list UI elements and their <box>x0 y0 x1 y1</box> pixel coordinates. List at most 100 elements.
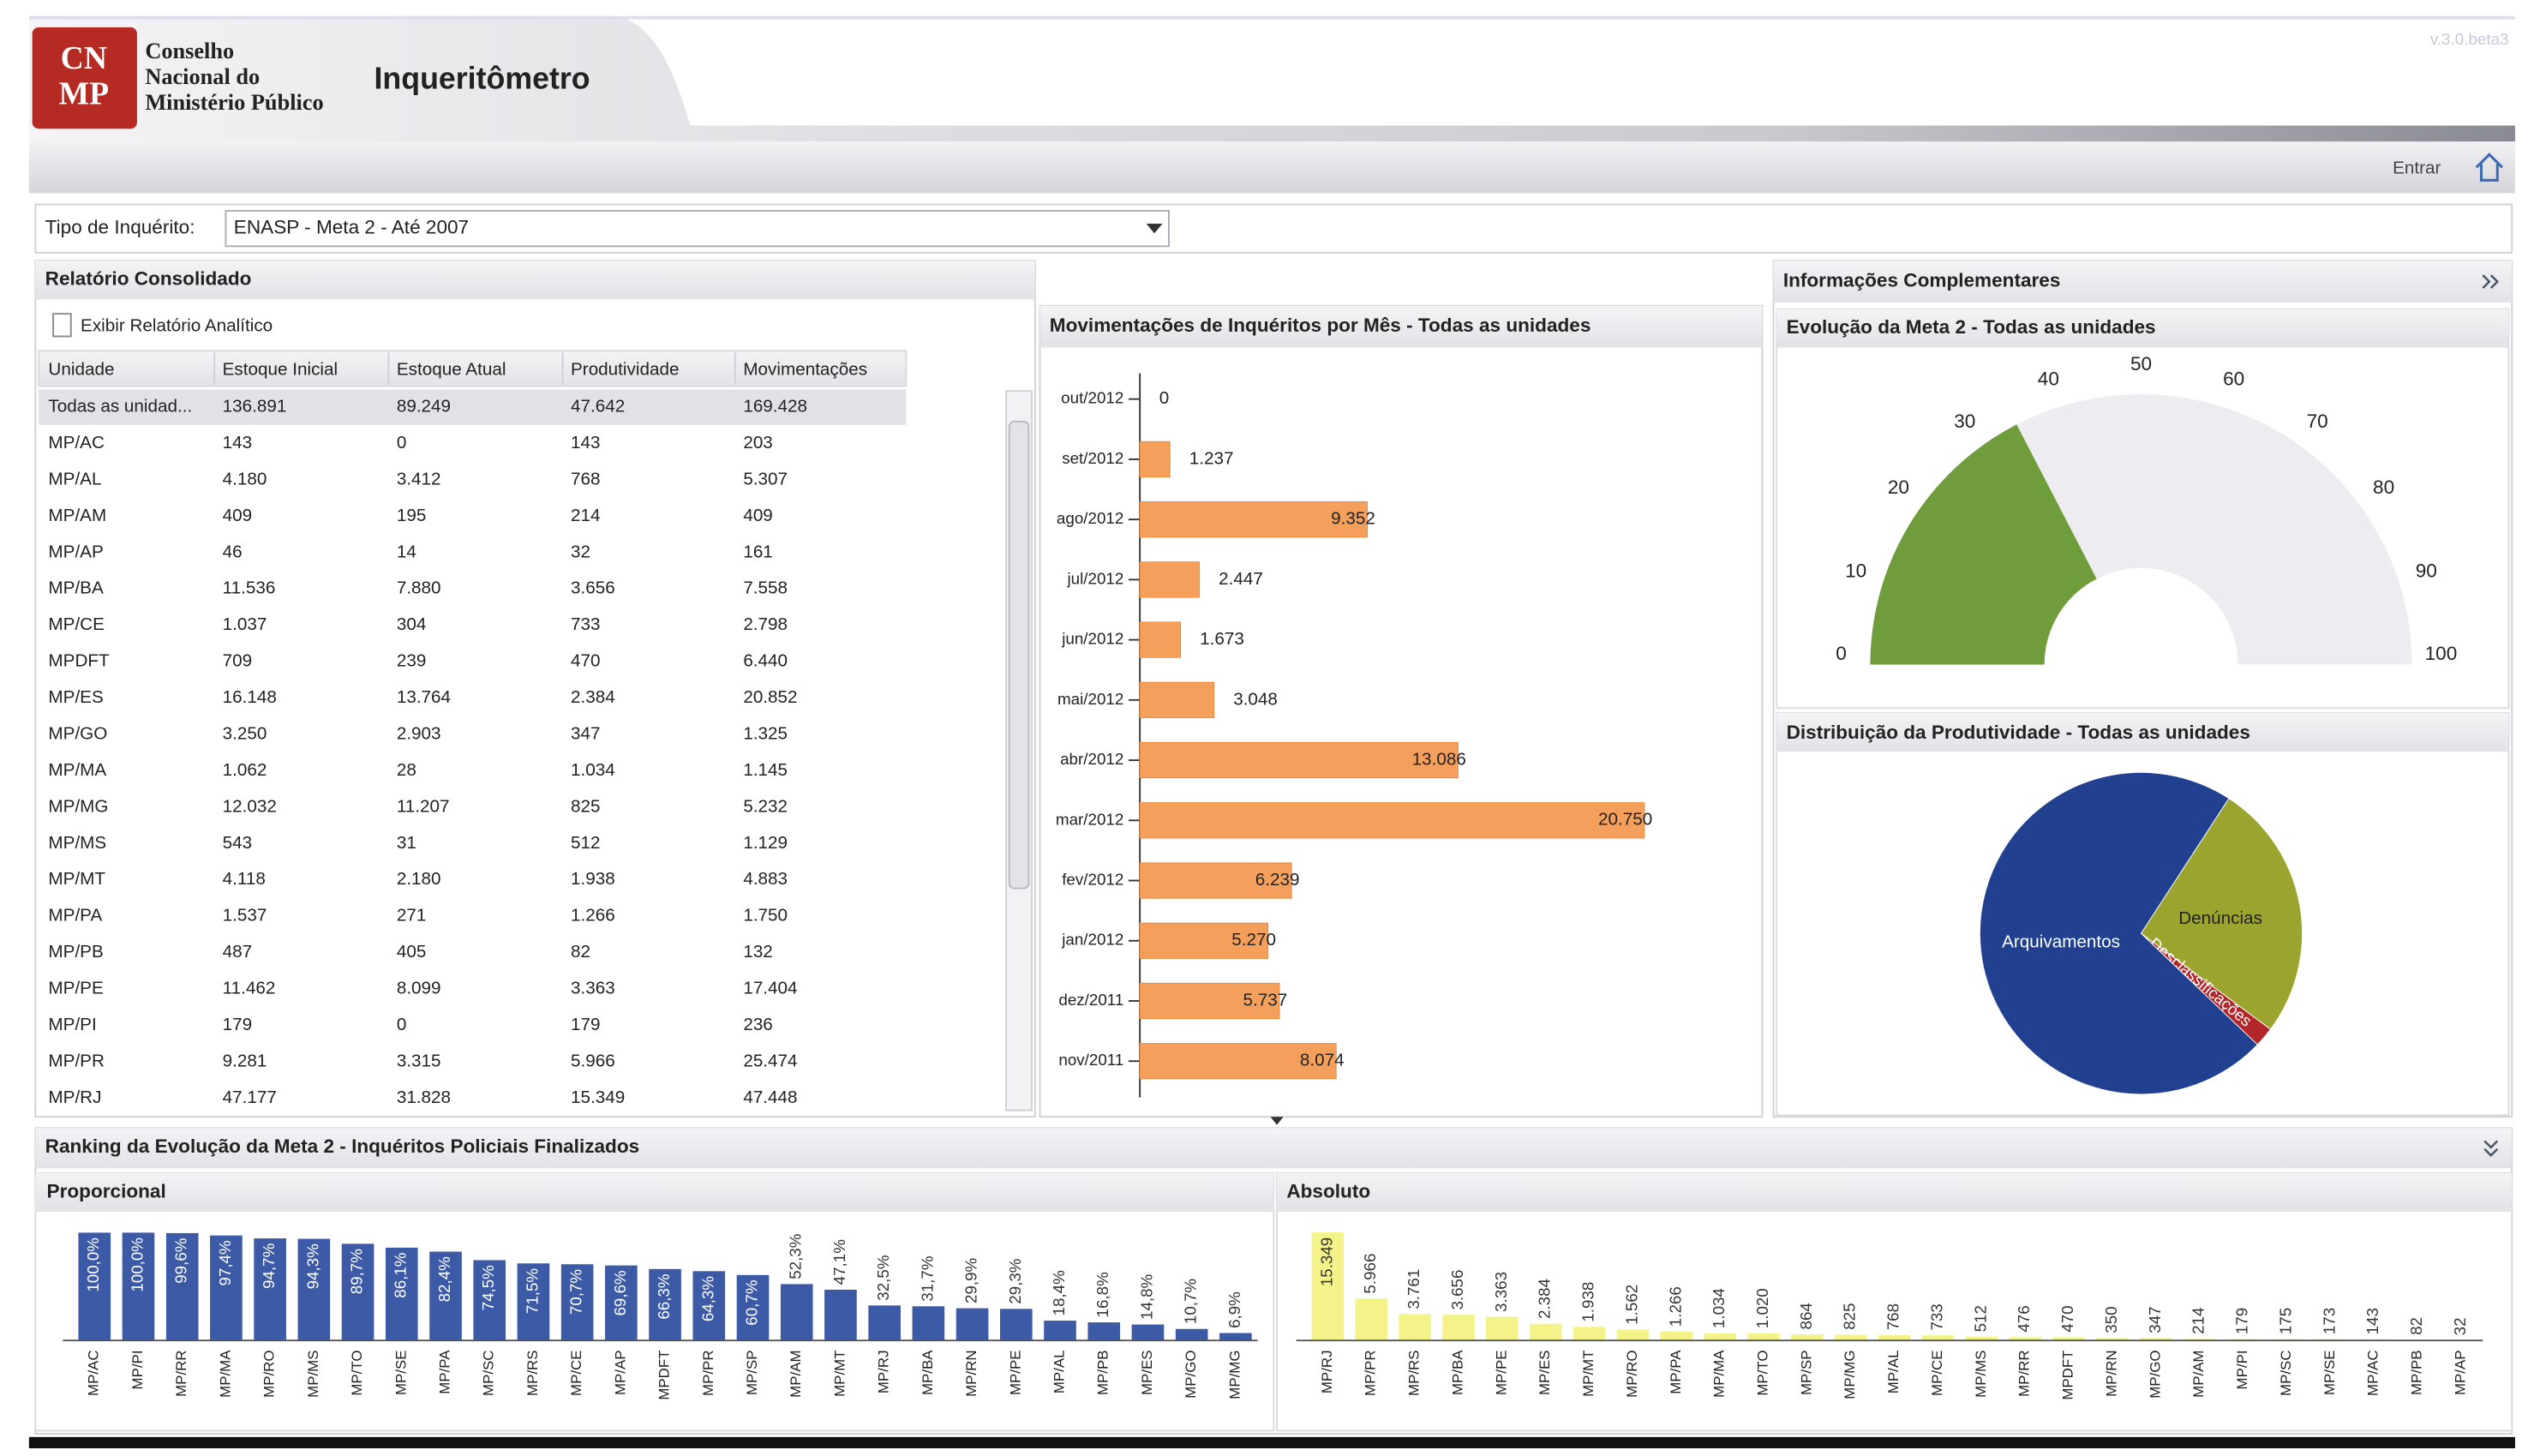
login-link[interactable]: Entrar <box>2393 159 2441 178</box>
gauge-tick-label: 90 <box>2416 560 2437 582</box>
bar <box>1140 441 1170 476</box>
table-cell: 14 <box>397 542 416 561</box>
value-label: 71,5% <box>523 1268 541 1315</box>
x-tick-label: MP/BA <box>1449 1350 1465 1395</box>
value-label: 70,7% <box>567 1269 585 1315</box>
value-label: 9.352 <box>1331 509 1375 529</box>
table-cell: MP/MT <box>48 869 105 889</box>
x-tick-label: MP/SP <box>744 1350 760 1395</box>
table-cell: 12.032 <box>223 796 277 816</box>
toolbar <box>29 141 2515 193</box>
x-tick-label: MP/RO <box>1624 1350 1640 1397</box>
table-cell: 5.307 <box>743 469 788 488</box>
x-tick-label: MP/SE <box>2321 1350 2338 1395</box>
bar <box>1573 1327 1606 1340</box>
x-tick-label: MP/PE <box>1007 1350 1023 1395</box>
x-tick-label: MP/RJ <box>1319 1350 1335 1393</box>
x-tick-label: MP/CE <box>1929 1350 1945 1395</box>
value-label: 1.673 <box>1200 629 1244 649</box>
table-cell: MP/AP <box>48 542 103 561</box>
bar <box>781 1284 813 1340</box>
table-cell: 825 <box>571 796 601 816</box>
table-cell: 1.938 <box>571 869 615 889</box>
org-name: Ministério Público <box>145 90 323 115</box>
table-cell: 31 <box>397 833 416 853</box>
gauge-tick-label: 20 <box>1888 476 1909 498</box>
filter-value: ENASP - Meta 2 - Até 2007 <box>234 217 469 238</box>
table-cell: MP/BA <box>48 578 104 598</box>
report-panel <box>35 261 1034 1117</box>
chart-title: Distribuição da Produtividade - Todas as… <box>1787 722 2250 743</box>
table-cell: 239 <box>397 651 427 671</box>
panel-header <box>1277 1173 2512 1212</box>
column-header: Produtividade <box>571 359 679 379</box>
table-cell: 82 <box>571 942 590 962</box>
bar <box>1132 1325 1165 1341</box>
table-cell: MP/RJ <box>48 1088 101 1107</box>
x-tick-label: MP/SE <box>392 1350 409 1395</box>
table-cell: 47.642 <box>571 397 625 416</box>
table-cell: 0 <box>397 1015 407 1034</box>
table-cell: 3.250 <box>223 723 267 743</box>
x-tick-label: MP/AM <box>2190 1350 2207 1397</box>
report-action[interactable]: Exibir Relatório Analítico <box>81 316 273 336</box>
bar <box>1355 1298 1387 1340</box>
table-cell: 236 <box>743 1015 773 1034</box>
gauge-tick-label: 40 <box>2038 368 2059 389</box>
value-label: 69,6% <box>611 1270 629 1316</box>
table-cell: 8.099 <box>397 979 441 998</box>
x-tick-label: MP/PR <box>700 1350 716 1395</box>
gauge-tick-label: 80 <box>2373 476 2394 498</box>
gauge-tick-label: 10 <box>1845 560 1866 582</box>
table-cell: 46 <box>223 542 243 561</box>
x-tick-label: MP/AL <box>1051 1350 1067 1393</box>
table-cell: 132 <box>743 942 773 962</box>
x-tick-label: MP/ES <box>1139 1350 1155 1395</box>
table-cell: 47.177 <box>223 1088 277 1107</box>
table-cell: 3.656 <box>571 578 615 598</box>
value-label: 8.074 <box>1300 1051 1345 1070</box>
table-cell: 409 <box>743 506 773 525</box>
value-label: 1.938 <box>1579 1282 1597 1322</box>
x-tick-label: MP/GO <box>2147 1350 2163 1398</box>
bar <box>1617 1329 1650 1340</box>
scroll-thumb[interactable] <box>1009 422 1029 889</box>
table-cell: 3.315 <box>397 1051 441 1070</box>
y-tick-label: jul/2012 <box>1066 569 1123 587</box>
x-tick-label: MP/RN <box>963 1350 979 1396</box>
table-cell: 2.798 <box>743 614 788 634</box>
value-label: 60,7% <box>742 1279 760 1326</box>
table-cell: 768 <box>571 469 601 488</box>
bar <box>1486 1317 1519 1341</box>
bar <box>1087 1322 1120 1340</box>
value-label: 173 <box>2320 1308 2338 1334</box>
org-name: Conselho <box>145 39 234 63</box>
x-tick-label: MP/PA <box>436 1350 452 1394</box>
table-cell: 5.232 <box>743 796 788 816</box>
y-tick-label: mar/2012 <box>1056 810 1123 828</box>
splitter[interactable] <box>1271 1117 1284 1124</box>
pie-label: Arquivamentos <box>2002 932 2120 951</box>
table-cell: 13.764 <box>397 687 451 707</box>
value-label: 143 <box>2363 1308 2381 1334</box>
x-tick-label: MP/MS <box>305 1350 321 1397</box>
table-cell: Todas as unidad... <box>48 397 192 416</box>
bar <box>868 1305 901 1340</box>
value-label: 32,5% <box>874 1255 892 1301</box>
value-label: 89,7% <box>348 1249 366 1295</box>
x-tick-label: MP/AP <box>612 1350 628 1395</box>
table-cell: 143 <box>223 433 253 452</box>
value-label: 1.237 <box>1189 448 1234 468</box>
value-label: 94,3% <box>303 1243 321 1290</box>
table-cell: 733 <box>571 614 601 634</box>
gauge-tick-label: 100 <box>2425 643 2458 664</box>
value-label: 29,9% <box>962 1257 980 1303</box>
table-cell: 512 <box>571 833 601 853</box>
chart-title: Evolução da Meta 2 - Todas as unidades <box>1787 316 2156 338</box>
bar <box>1878 1335 1911 1340</box>
bar <box>1000 1309 1033 1340</box>
value-label: 825 <box>1841 1303 1859 1329</box>
x-tick-label: MP/RR <box>2016 1350 2033 1396</box>
report-icon[interactable] <box>53 314 71 336</box>
